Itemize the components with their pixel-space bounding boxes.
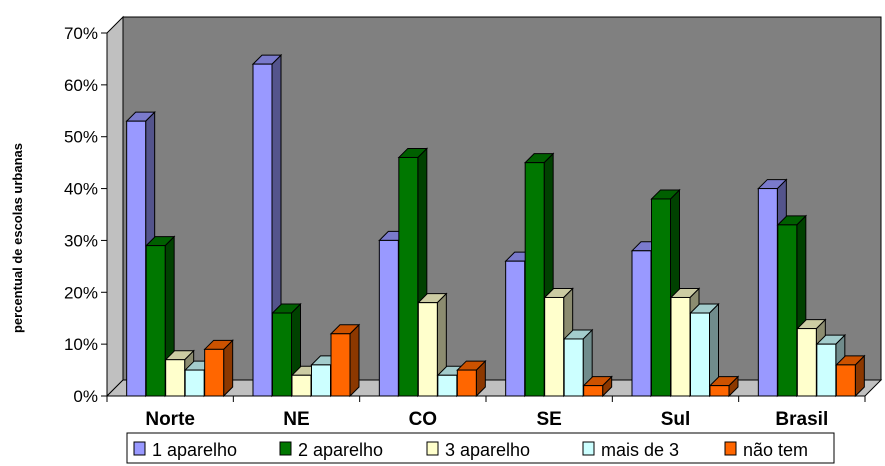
bar-não-tem-Sul [708, 375, 740, 398]
bar-mais-de-3-Sul [689, 302, 720, 398]
legend-item: não tem [724, 440, 808, 460]
y-tick-label: 10% [64, 335, 98, 354]
legend-box [126, 432, 835, 464]
y-tick-label: 50% [64, 128, 98, 147]
y-tick-label: 0% [73, 387, 98, 406]
axes-group: 0% 10% 20% 30% 40% 50% 60% 70% Norte NE CO SE Sul Bra… [64, 24, 866, 430]
bar-não-tem-NE [329, 323, 361, 398]
legend-label: 1 aparelho [152, 440, 237, 460]
bar-não-tem-SE [582, 375, 613, 398]
plot-side-wall [106, 15, 124, 398]
legend: 1 aparelho 2 aparelho 3 aparelho mais de 3 n… [126, 432, 835, 464]
bar-não-tem-Norte [203, 339, 234, 398]
bar-não-tem-CO [456, 359, 487, 398]
legend-item: 3 aparelho [426, 440, 530, 460]
x-category-label: Sul [661, 409, 691, 430]
legend-label: 3 aparelho [445, 440, 530, 460]
y-tick-label: 40% [64, 180, 98, 199]
legend-item: 2 aparelho [279, 440, 383, 460]
y-tick-label: 20% [64, 283, 98, 302]
bars-group [125, 53, 866, 398]
bar-não-tem-Brasil [835, 354, 866, 398]
y-tick-label: 30% [64, 231, 98, 250]
y-tick-label: 70% [64, 24, 98, 43]
x-category-label: SE [536, 409, 561, 430]
bar-mais-de-3-SE [562, 328, 594, 398]
legend-swatch [426, 441, 439, 456]
x-category-label: Brasil [775, 409, 828, 430]
legend-swatch [582, 441, 595, 456]
x-category-label: Norte [145, 409, 195, 430]
legend-swatch [279, 441, 292, 456]
legend-label: não tem [743, 440, 808, 460]
legend-swatch [724, 441, 737, 456]
legend-item: mais de 3 [582, 440, 679, 460]
y-tick-label: 60% [64, 76, 98, 95]
y-axis-label: percentual de escolas urbanas [10, 143, 25, 333]
legend-item: 1 aparelho [133, 440, 237, 460]
legend-swatch [133, 441, 146, 456]
legend-label: mais de 3 [601, 440, 679, 460]
x-category-label: CO [409, 409, 438, 430]
x-category-label: NE [283, 409, 309, 430]
legend-label: 2 aparelho [298, 440, 383, 460]
